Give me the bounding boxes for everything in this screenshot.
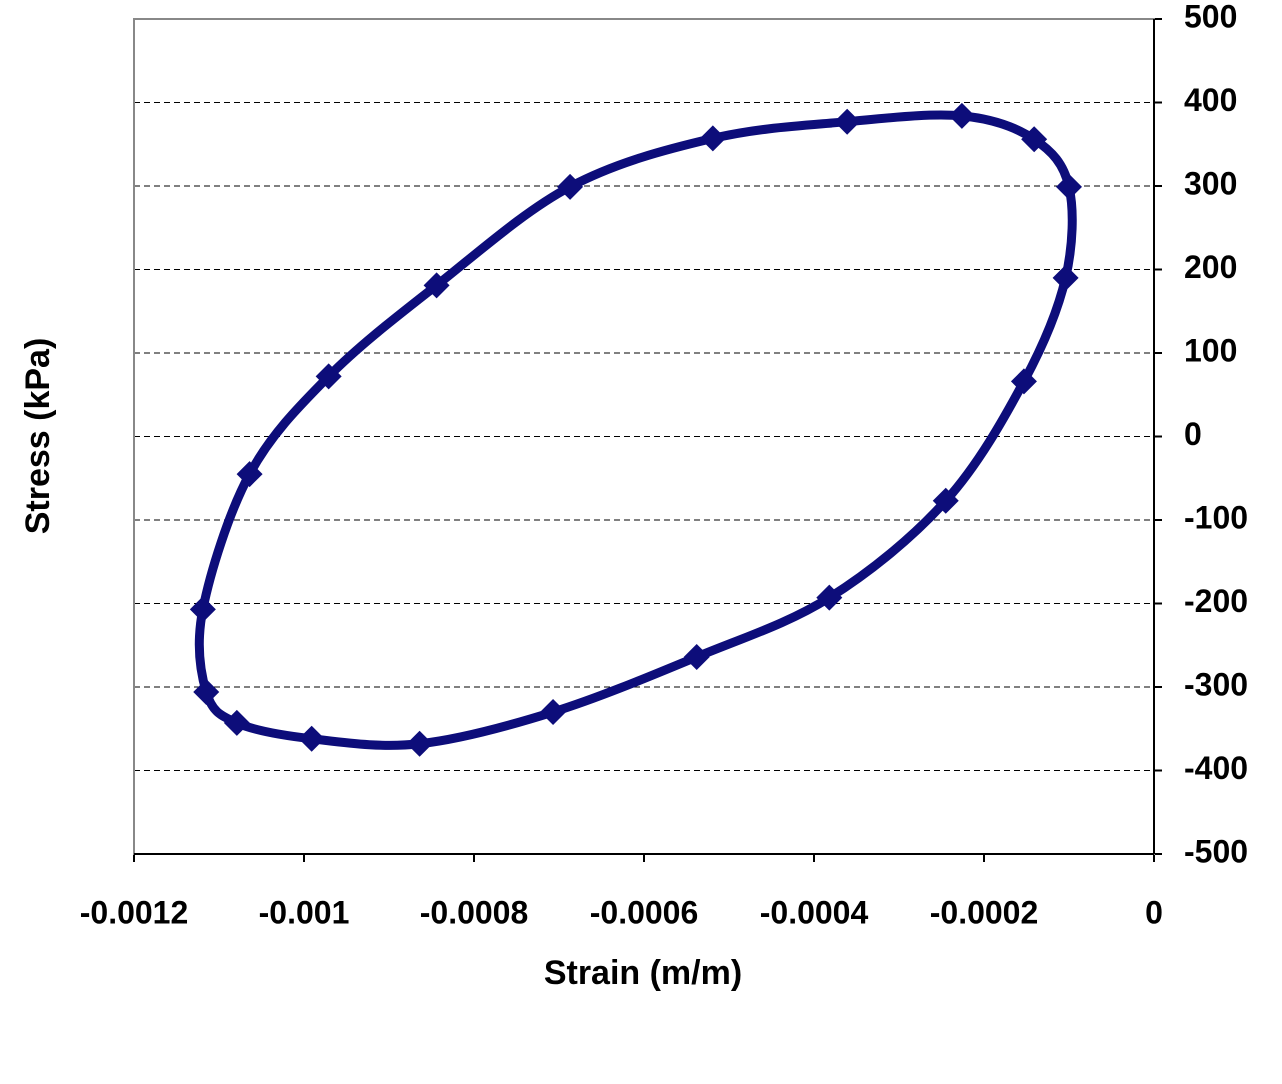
x-tick-label: -0.001 [259,894,350,930]
marker [189,596,216,623]
y-tick-label: 500 [1184,0,1237,34]
y-tick-label: -500 [1184,833,1248,869]
marker [223,709,250,736]
y-tick-label: -100 [1184,499,1248,535]
x-tick-label: -0.0012 [80,894,189,930]
x-tick-label: -0.0008 [420,894,529,930]
y-axis-title: Stress (kPa) [19,338,57,535]
marker [1052,264,1079,291]
y-tick-label: -200 [1184,583,1248,619]
y-tick-label: -400 [1184,750,1248,786]
marker [834,108,861,135]
marker [236,461,263,488]
marker [406,730,433,757]
marker [1010,368,1037,395]
y-tick-label: 0 [1184,416,1202,452]
marker [699,125,726,152]
y-tick-label: 300 [1184,165,1237,201]
marker [557,173,584,200]
x-tick-label: -0.0002 [930,894,1039,930]
x-axis-title: Strain (m/m) [544,954,742,992]
x-tick-label: 0 [1145,894,1163,930]
x-tick-label: -0.0004 [760,894,869,930]
y-tick-label: 200 [1184,249,1237,285]
marker [540,699,567,726]
x-tick-label: -0.0006 [590,894,699,930]
marker [816,584,843,611]
marker [932,487,959,514]
marker [315,363,342,390]
marker [1021,126,1048,153]
marker [683,643,710,670]
y-tick-label: 400 [1184,82,1237,118]
series-line [194,110,1077,750]
marker [1056,173,1082,200]
marker [948,102,975,129]
marker [423,272,450,299]
marker [193,679,220,706]
marker [298,725,325,752]
y-tick-label: -300 [1184,666,1248,702]
y-tick-label: 100 [1184,332,1237,368]
